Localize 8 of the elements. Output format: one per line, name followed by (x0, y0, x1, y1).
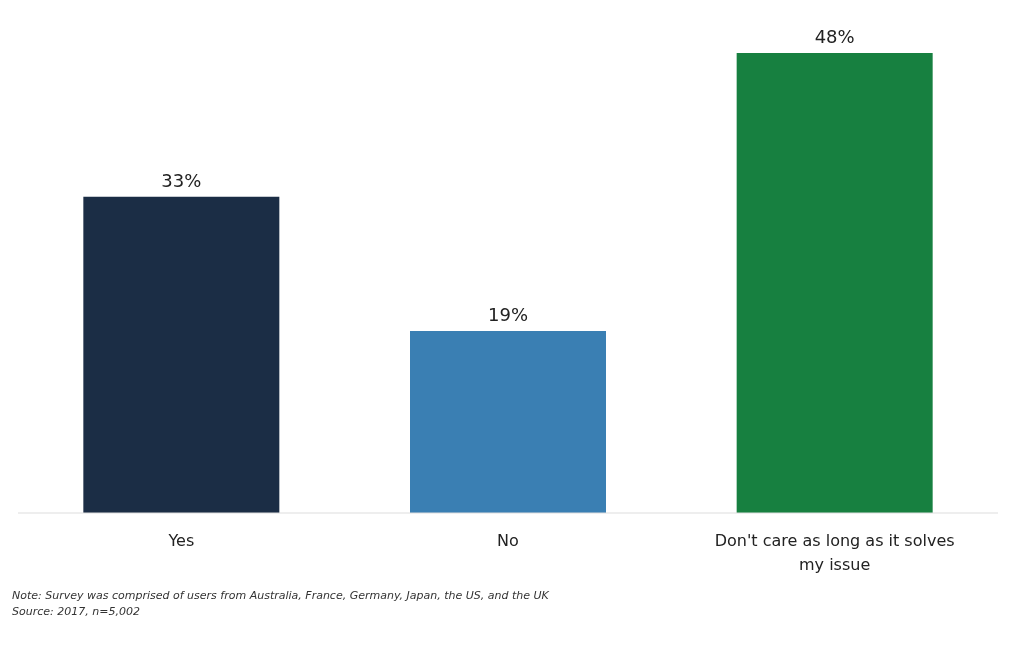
text: Note: Survey was comprised of users from Australia, France, Germany, Japan, the US, and the UK (12, 588, 550, 604)
data-label: 48% (814, 26, 855, 47)
data-label: 19% (487, 303, 529, 325)
x-tick-label: Yes (167, 530, 196, 552)
x-tick-label: No (496, 530, 520, 552)
source-note: Source: 2017, n=5,002 (12, 604, 141, 620)
data-label: 33% (161, 169, 202, 191)
x-tick-label: Don't care as long as it solves my issue (713, 530, 956, 576)
